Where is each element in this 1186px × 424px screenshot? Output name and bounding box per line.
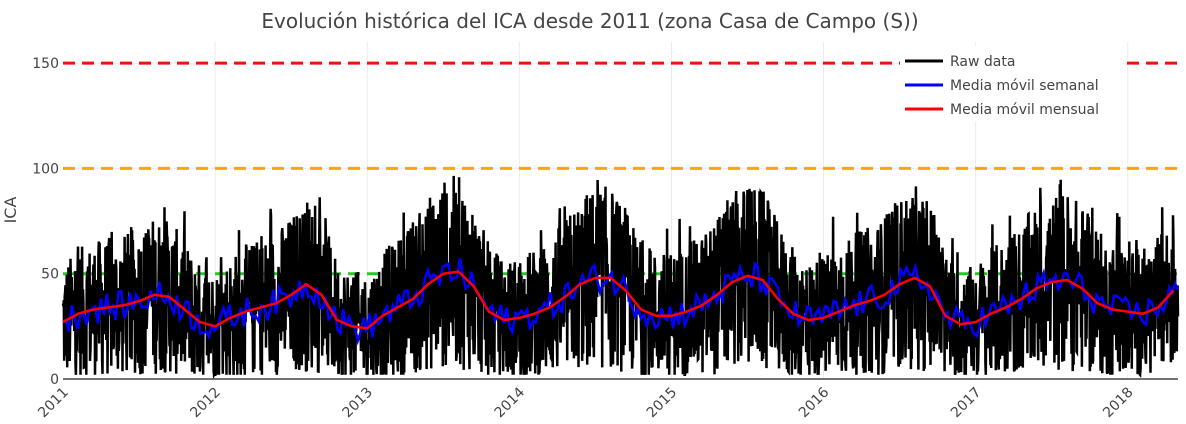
- y-tick-label: 0: [50, 372, 59, 388]
- legend-label: Raw data: [950, 54, 1015, 70]
- series-raw-data-line: [61, 175, 1180, 380]
- chart-title: Evolución histórica del ICA desde 2011 (…: [261, 9, 918, 33]
- x-tick-label: 2018: [1100, 385, 1137, 422]
- series-layer: [61, 175, 1180, 380]
- x-tick-label: 2017: [948, 385, 985, 422]
- legend-label: Media móvil semanal: [950, 78, 1099, 94]
- x-tick-label: 2013: [340, 385, 377, 422]
- x-tick-labels: 2011 2012 2013 2014 2015 2016 2017 2018: [35, 384, 1136, 421]
- y-axis-title: ICA: [1, 197, 20, 224]
- y-tick-label: 150: [32, 56, 59, 72]
- x-tick-label: 2015: [644, 385, 681, 422]
- y-tick-label: 100: [32, 161, 59, 177]
- x-tick-label: 2014: [492, 384, 529, 421]
- series-monthly-mean-line: [62, 270, 1175, 330]
- x-tick-label: 2016: [796, 384, 833, 421]
- y-tick-label: 50: [41, 267, 59, 283]
- y-tick-labels: 0 50 100 150: [32, 56, 59, 388]
- x-tick-label: 2011: [35, 385, 72, 422]
- legend: Raw data Media móvil semanal Media móvil m…: [900, 46, 1122, 122]
- legend-label: Media móvil mensual: [950, 102, 1099, 118]
- x-tick-label: 2012: [187, 385, 224, 422]
